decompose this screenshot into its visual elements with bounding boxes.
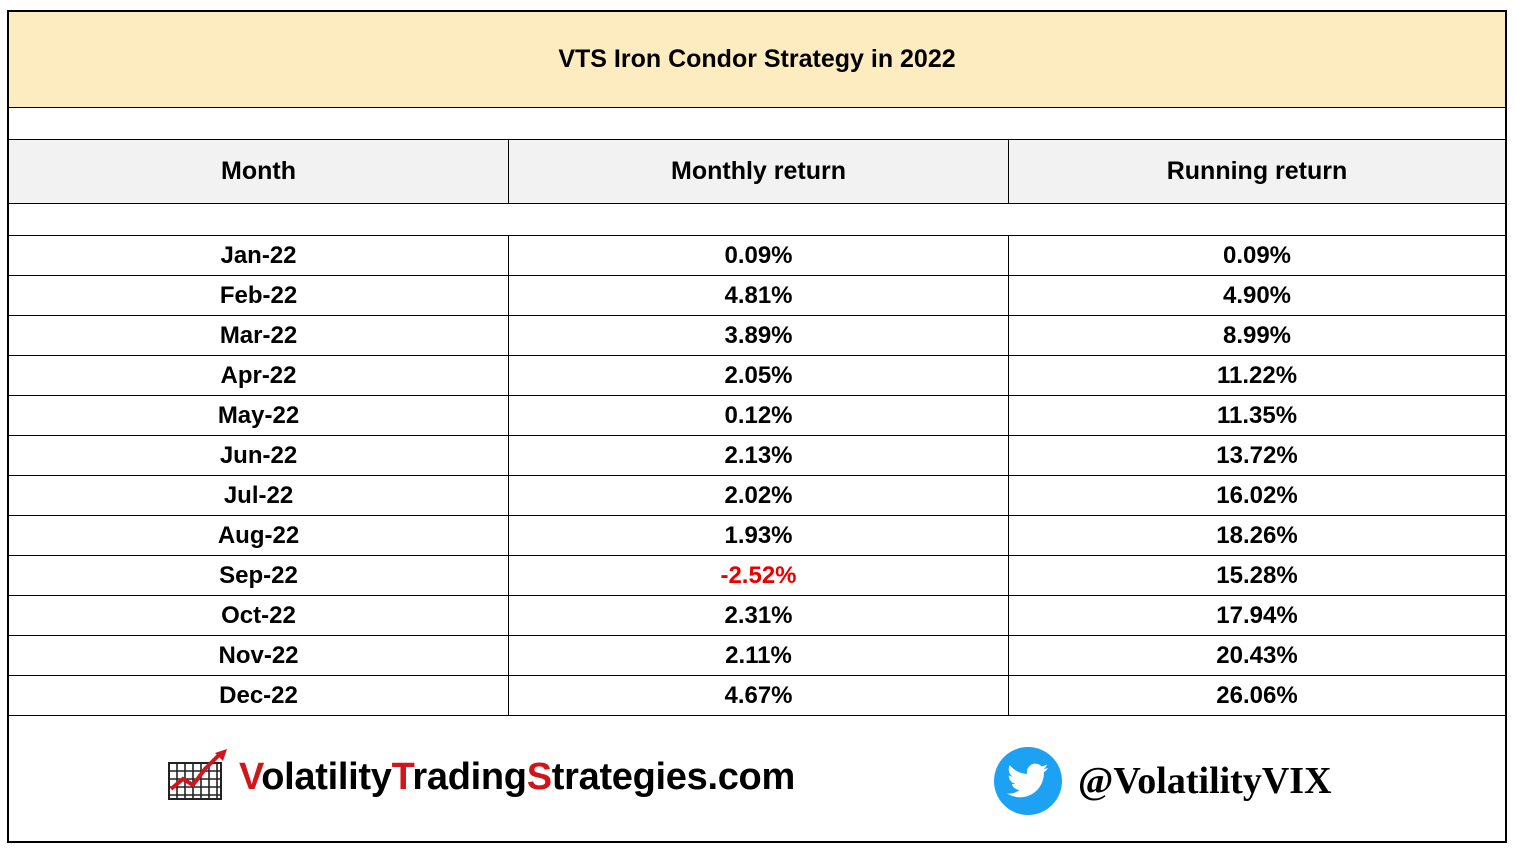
running-return-cell: 26.06% bbox=[1216, 681, 1298, 709]
monthly-return-cell: -2.52% bbox=[509, 556, 1009, 595]
site-logo-text: VolatilityTradingStrategies.com bbox=[239, 756, 795, 798]
monthly-return-cell: 2.11% bbox=[509, 636, 1009, 675]
running-return-cell: 4.90% bbox=[1222, 281, 1292, 309]
running-return-cell: 11.35% bbox=[1216, 401, 1298, 429]
site-logo: VolatilityTradingStrategies.com bbox=[167, 749, 795, 806]
monthly-return-cell: 4.81% bbox=[509, 276, 1009, 315]
twitter-bird-icon bbox=[994, 747, 1062, 815]
monthly-return-cell: 1.93% bbox=[509, 516, 1009, 555]
running-return-cell: 20.43% bbox=[1216, 641, 1298, 669]
running-return-cell: 16.02% bbox=[1216, 481, 1298, 509]
monthly-return-cell: 0.12% bbox=[509, 396, 1009, 435]
running-return-cell: 0.09% bbox=[1222, 241, 1292, 269]
month-cell: May-22 bbox=[9, 396, 509, 435]
column-header-running-return: Running return bbox=[1166, 157, 1348, 185]
table-body: Jan-22 0.09% 0.09% Feb-22 4.81% 4.90% Mar-22 3.… bbox=[9, 236, 1505, 716]
month-cell: Apr-22 bbox=[9, 356, 509, 395]
table-row: Apr-22 2.05% 11.22% bbox=[9, 356, 1505, 396]
month-cell: Mar-22 bbox=[9, 316, 509, 355]
column-header-monthly-return: Monthly return bbox=[509, 140, 1009, 203]
month-cell: Feb-22 bbox=[9, 276, 509, 315]
monthly-return-cell: 2.13% bbox=[509, 436, 1009, 475]
running-return-cell: 11.22% bbox=[1216, 361, 1298, 389]
running-return-cell: 13.72% bbox=[1216, 441, 1298, 469]
monthly-return-cell: 2.05% bbox=[509, 356, 1009, 395]
running-return-cell: 8.99% bbox=[1222, 321, 1292, 349]
monthly-return-cell: 3.89% bbox=[509, 316, 1009, 355]
month-cell: Nov-22 bbox=[9, 636, 509, 675]
table-row: Jan-22 0.09% 0.09% bbox=[9, 236, 1505, 276]
spacer-row bbox=[9, 108, 1505, 140]
table-row: Aug-22 1.93% 18.26% bbox=[9, 516, 1505, 556]
footer: VolatilityTradingStrategies.com @Volatil… bbox=[9, 717, 1505, 843]
spacer-row bbox=[9, 204, 1505, 236]
twitter-handle[interactable]: @VolatilityVIX bbox=[1078, 760, 1332, 802]
running-return-cell: 17.94% bbox=[1216, 601, 1298, 629]
header-row: Month Monthly return Running return bbox=[9, 140, 1505, 204]
table-row: Mar-22 3.89% 8.99% bbox=[9, 316, 1505, 356]
monthly-return-cell: 2.31% bbox=[509, 596, 1009, 635]
monthly-return-cell: 4.67% bbox=[509, 676, 1009, 715]
month-cell: Sep-22 bbox=[9, 556, 509, 595]
table-title: VTS Iron Condor Strategy in 2022 bbox=[558, 45, 956, 73]
table-row: Sep-22 -2.52% 15.28% bbox=[9, 556, 1505, 596]
table-row: Nov-22 2.11% 20.43% bbox=[9, 636, 1505, 676]
monthly-return-cell: 0.09% bbox=[509, 236, 1009, 275]
twitter-handle-group: @VolatilityVIX bbox=[994, 747, 1332, 815]
table-row: Dec-22 4.67% 26.06% bbox=[9, 676, 1505, 716]
chart-trend-icon bbox=[167, 749, 229, 806]
month-cell: Oct-22 bbox=[9, 596, 509, 635]
table-row: May-22 0.12% 11.35% bbox=[9, 396, 1505, 436]
table-row: Feb-22 4.81% 4.90% bbox=[9, 276, 1505, 316]
month-cell: Aug-22 bbox=[9, 516, 509, 555]
title-row: VTS Iron Condor Strategy in 2022 bbox=[9, 12, 1505, 108]
running-return-cell: 15.28% bbox=[1216, 561, 1298, 589]
month-cell: Jul-22 bbox=[9, 476, 509, 515]
monthly-return-cell: 2.02% bbox=[509, 476, 1009, 515]
table-row: Oct-22 2.31% 17.94% bbox=[9, 596, 1505, 636]
column-header-month: Month bbox=[9, 140, 509, 203]
month-cell: Jan-22 bbox=[9, 236, 509, 275]
month-cell: Jun-22 bbox=[9, 436, 509, 475]
table-row: Jun-22 2.13% 13.72% bbox=[9, 436, 1505, 476]
table-row: Jul-22 2.02% 16.02% bbox=[9, 476, 1505, 516]
month-cell: Dec-22 bbox=[9, 676, 509, 715]
running-return-cell: 18.26% bbox=[1216, 521, 1298, 549]
returns-table: VTS Iron Condor Strategy in 2022 Month M… bbox=[7, 10, 1507, 843]
